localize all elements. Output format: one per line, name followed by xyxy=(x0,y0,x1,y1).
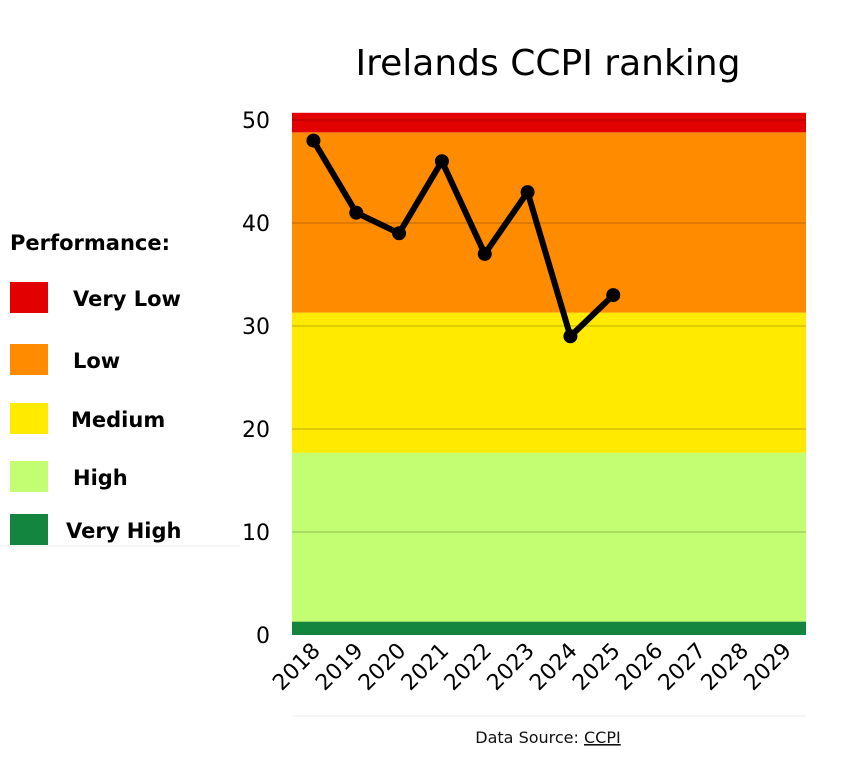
y-tick-label: 20 xyxy=(242,418,270,443)
band-medium xyxy=(292,312,806,453)
data-point xyxy=(392,226,407,241)
band-very-high xyxy=(292,621,806,635)
legend-label: Low xyxy=(73,349,120,373)
data-point xyxy=(477,246,492,261)
data-point xyxy=(563,329,578,344)
series-line xyxy=(310,139,616,340)
legend-swatch-medium xyxy=(10,403,48,434)
legend-label: Very High xyxy=(66,519,181,543)
x-tick-label: 2028 xyxy=(697,639,754,696)
legend-swatch-very-low xyxy=(10,282,48,313)
band-low xyxy=(292,132,806,313)
legend-label: High xyxy=(73,466,128,490)
y-tick-label: 50 xyxy=(242,109,270,134)
data-point xyxy=(606,288,621,303)
y-axis-ticks: 0 10 20 30 40 50 xyxy=(242,109,270,649)
x-tick-label: 2019 xyxy=(311,639,368,696)
y-tick-label: 10 xyxy=(242,521,270,546)
band-high xyxy=(292,452,806,622)
data-source: Data Source: CCPI xyxy=(475,728,620,747)
x-tick-label: 2021 xyxy=(397,639,454,696)
x-axis-ticks: 2018201920202021202220232024202520262027… xyxy=(268,639,796,696)
data-point xyxy=(349,205,364,220)
x-tick-label: 2024 xyxy=(525,639,582,696)
data-point xyxy=(306,133,321,148)
data-point xyxy=(434,154,449,169)
legend-swatch-high xyxy=(10,461,48,492)
x-tick-label: 2022 xyxy=(440,639,497,696)
band-very-low xyxy=(292,112,806,133)
x-tick-label: 2026 xyxy=(611,639,668,696)
data-point xyxy=(520,185,535,200)
legend-title: Performance: xyxy=(10,231,170,255)
x-tick-label: 2018 xyxy=(268,639,325,696)
ranking-series xyxy=(306,133,621,344)
legend: Performance: Very Low Low Medium High Very H… xyxy=(0,231,240,547)
y-tick-label: 30 xyxy=(242,315,270,340)
x-tick-label: 2020 xyxy=(354,639,411,696)
legend-label: Medium xyxy=(71,408,165,432)
legend-swatch-low xyxy=(10,344,48,375)
legend-swatch-very-high xyxy=(10,514,48,545)
data-source-prefix: Data Source: xyxy=(475,728,584,747)
y-tick-label: 0 xyxy=(256,624,270,649)
y-tick-label: 40 xyxy=(242,212,270,237)
legend-label: Very Low xyxy=(73,287,181,311)
ccpi-link[interactable]: CCPI xyxy=(584,728,621,747)
performance-bands xyxy=(292,112,806,635)
x-tick-label: 2029 xyxy=(740,639,797,696)
chart-title: Irelands CCPI ranking xyxy=(356,43,741,84)
x-tick-label: 2023 xyxy=(483,639,540,696)
x-tick-label: 2025 xyxy=(568,639,625,696)
x-tick-label: 2027 xyxy=(654,639,711,696)
